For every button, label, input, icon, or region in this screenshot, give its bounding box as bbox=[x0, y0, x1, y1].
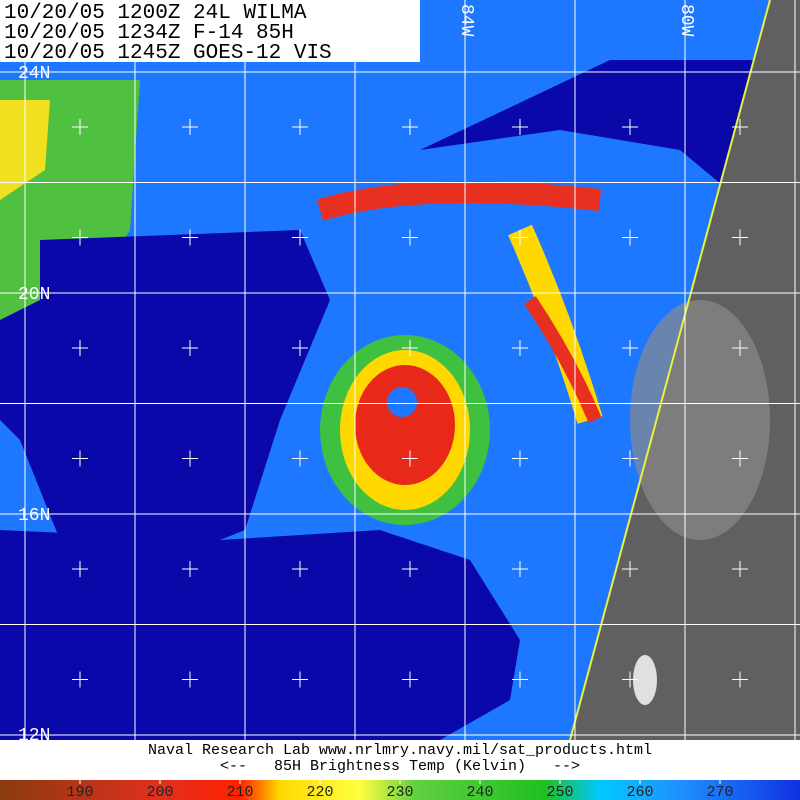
header-line: 10/20/05 1200Z 24L WILMA bbox=[4, 2, 307, 25]
scale-title: <-- 85H Brightness Temp (Kelvin) --> bbox=[220, 758, 580, 775]
colorbar-label: 240 bbox=[466, 784, 493, 800]
header-line: 10/20/05 1245Z GOES-12 VIS bbox=[4, 42, 332, 65]
lat-label: 24N bbox=[18, 64, 50, 84]
cuba-land bbox=[420, 60, 760, 200]
graticule bbox=[0, 0, 800, 740]
colorbar-label: 200 bbox=[146, 784, 173, 800]
colorbar-label: 260 bbox=[626, 784, 653, 800]
credit: Naval Research Lab www.nrlmry.navy.mil/s… bbox=[148, 742, 652, 759]
rain-band bbox=[524, 296, 602, 423]
header-line: 10/20/05 1234Z F-14 85H bbox=[4, 22, 294, 45]
lon-label: 80W bbox=[676, 4, 696, 37]
lon-label: 84W bbox=[456, 4, 476, 37]
header-box bbox=[0, 0, 420, 62]
clouds bbox=[633, 655, 657, 705]
colorbar-label: 250 bbox=[546, 784, 573, 800]
rain-band bbox=[316, 181, 602, 221]
footer-box bbox=[0, 740, 800, 780]
colorbar-label: 220 bbox=[306, 784, 333, 800]
colorbar-label: 230 bbox=[386, 784, 413, 800]
clouds bbox=[630, 300, 770, 540]
colorbar bbox=[0, 780, 800, 800]
central-america-land bbox=[0, 530, 520, 740]
eyewall-core bbox=[355, 365, 455, 485]
colorbar-ticks: 190 200 210 220 230 240 250 260 270 bbox=[66, 780, 734, 800]
yucatan-land bbox=[0, 230, 330, 560]
colorbar-label: 270 bbox=[706, 784, 733, 800]
lat-label: 20N bbox=[18, 285, 50, 305]
swath-edge bbox=[569, 0, 771, 741]
colorbar-label: 190 bbox=[66, 784, 93, 800]
eye bbox=[387, 387, 417, 417]
lat-label: 16N bbox=[18, 506, 50, 526]
colorbar-label: 210 bbox=[226, 784, 253, 800]
